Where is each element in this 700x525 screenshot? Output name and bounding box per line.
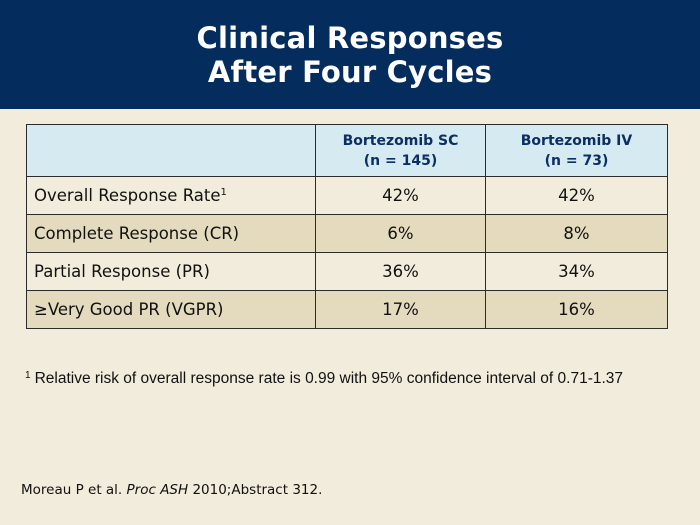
row-label-text: Overall Response Rate bbox=[34, 186, 221, 205]
slide-title-line-1: Clinical Responses bbox=[196, 20, 504, 55]
value-iv: 42% bbox=[485, 176, 668, 215]
response-table: Bortezomib SC (n = 145) Bortezomib IV (n… bbox=[26, 124, 668, 329]
slide-title-line-2: After Four Cycles bbox=[207, 54, 493, 89]
row-label: Complete Response (CR) bbox=[26, 214, 316, 253]
row-label: Overall Response Rate1 bbox=[26, 176, 316, 215]
value-sc: 42% bbox=[315, 176, 486, 215]
table-row: Overall Response Rate1 42% 42% bbox=[26, 176, 668, 215]
header-sc-n: (n = 145) bbox=[363, 152, 438, 169]
header-iv: Bortezomib IV (n = 73) bbox=[485, 124, 668, 177]
footnote-ref: 1 bbox=[220, 187, 227, 198]
header-iv-name: Bortezomib IV bbox=[520, 132, 633, 149]
response-table-container: Bortezomib SC (n = 145) Bortezomib IV (n… bbox=[26, 124, 668, 329]
citation: Moreau P et al. Proc ASH 2010;Abstract 3… bbox=[21, 482, 322, 498]
value-iv: 8% bbox=[485, 214, 668, 253]
value-sc: 17% bbox=[315, 290, 486, 329]
table-row: ≥Very Good PR (VGPR) 17% 16% bbox=[26, 290, 668, 329]
header-iv-n: (n = 73) bbox=[544, 152, 609, 169]
header-empty-cell bbox=[26, 124, 316, 177]
citation-detail: 2010;Abstract 312. bbox=[192, 482, 323, 498]
row-label: ≥Very Good PR (VGPR) bbox=[26, 290, 316, 329]
value-iv: 16% bbox=[485, 290, 668, 329]
table-row: Complete Response (CR) 6% 8% bbox=[26, 214, 668, 253]
citation-journal: Proc ASH bbox=[126, 482, 189, 498]
footnote-marker: 1 bbox=[25, 370, 31, 381]
footnote-text: Relative risk of overall response rate i… bbox=[34, 370, 624, 387]
header-sc: Bortezomib SC (n = 145) bbox=[315, 124, 486, 177]
value-sc: 36% bbox=[315, 252, 486, 291]
value-sc: 6% bbox=[315, 214, 486, 253]
citation-authors: Moreau P et al. bbox=[21, 482, 123, 498]
header-sc-name: Bortezomib SC bbox=[342, 132, 459, 149]
footnote: 1 Relative risk of overall response rate … bbox=[25, 370, 623, 388]
table-row: Partial Response (PR) 36% 34% bbox=[26, 252, 668, 291]
value-iv: 34% bbox=[485, 252, 668, 291]
row-label: Partial Response (PR) bbox=[26, 252, 316, 291]
table-header-row: Bortezomib SC (n = 145) Bortezomib IV (n… bbox=[26, 124, 668, 177]
slide-header: Clinical Responses After Four Cycles bbox=[0, 0, 700, 109]
